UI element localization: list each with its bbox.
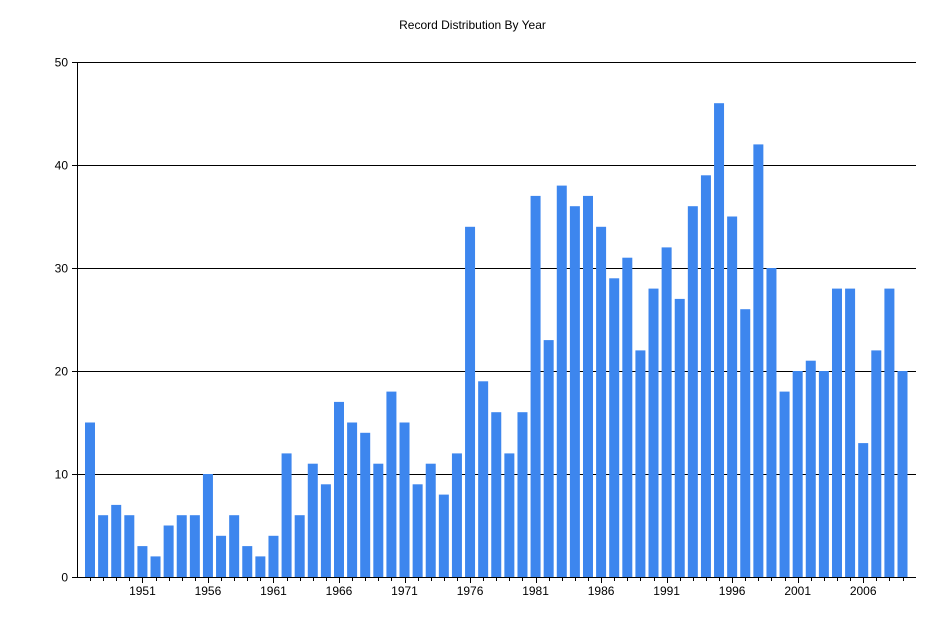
bar-1952 — [150, 556, 161, 577]
bar-1966 — [334, 401, 344, 577]
label-layer: 0 10 20 30 40 50 1951 1956 1961 1966 1971 1976 1981 1… — [55, 56, 877, 599]
bar-1993 — [687, 206, 698, 577]
bar-1962 — [281, 453, 292, 577]
bar-1956 — [202, 474, 213, 577]
bar-1974 — [438, 494, 449, 577]
x-tick-label-1986: 1986 — [588, 584, 615, 598]
x-tick-label-1961: 1961 — [260, 584, 287, 598]
bar-1973 — [425, 463, 436, 577]
bar-1968 — [360, 432, 371, 577]
bar-1996 — [727, 216, 738, 577]
bar-1984 — [569, 206, 580, 577]
bar-2004 — [831, 288, 842, 577]
bar-1969 — [373, 463, 384, 577]
bar-1976 — [465, 226, 476, 578]
bar-layer — [85, 103, 908, 578]
x-tick-label-2001: 2001 — [784, 584, 811, 598]
bar-1980 — [517, 412, 528, 577]
bar-1950 — [124, 515, 135, 577]
y-tick-label-20: 20 — [55, 365, 69, 379]
bar-1949 — [111, 504, 122, 577]
bar-2002 — [805, 360, 816, 577]
y-tick-label-40: 40 — [55, 159, 69, 173]
x-tick-label-1996: 1996 — [719, 584, 746, 598]
bar-1997 — [740, 309, 751, 577]
bar-1959 — [242, 546, 253, 577]
bar-2005 — [845, 288, 856, 577]
chart-title: Record Distribution By Year — [399, 18, 546, 32]
x-tick-label-1991: 1991 — [653, 584, 680, 598]
bar-1978 — [491, 412, 502, 577]
bar-1958 — [229, 515, 240, 577]
bar-1975 — [451, 453, 462, 577]
bar-1983 — [556, 185, 567, 577]
bar-2007 — [871, 350, 882, 577]
bar-1954 — [176, 515, 187, 577]
x-tick-label-1951: 1951 — [129, 584, 156, 598]
bar-1972 — [412, 484, 423, 577]
bar-2000 — [779, 391, 790, 577]
bar-1963 — [294, 515, 305, 577]
x-tick-label-1971: 1971 — [391, 584, 418, 598]
y-tick-label-0: 0 — [61, 571, 68, 585]
bar-1981 — [530, 195, 541, 577]
bar-1970 — [386, 391, 397, 577]
bar-1982 — [543, 340, 554, 577]
y-tick-label-30: 30 — [55, 262, 69, 276]
bar-1965 — [320, 484, 331, 577]
bar-1990 — [648, 288, 659, 577]
y-tick-label-50: 50 — [55, 56, 69, 70]
bar-1987 — [609, 278, 620, 577]
bar-1989 — [635, 350, 646, 577]
bar-1953 — [163, 525, 174, 577]
bar-1994 — [700, 175, 711, 578]
x-tick-label-1956: 1956 — [195, 584, 222, 598]
bar-1947 — [85, 422, 95, 577]
bar-1948 — [98, 515, 109, 577]
bar-1971 — [399, 422, 410, 577]
bar-2006 — [858, 443, 869, 577]
bar-2001 — [792, 371, 803, 577]
bar-1964 — [307, 463, 318, 577]
bar-1967 — [347, 422, 358, 577]
bar-1998 — [753, 144, 764, 577]
bar-2003 — [818, 371, 829, 577]
bar-1960 — [255, 556, 266, 577]
x-tick-label-1976: 1976 — [457, 584, 484, 598]
bar-1955 — [189, 515, 200, 577]
bar-1951 — [137, 546, 148, 577]
x-tick-label-1981: 1981 — [522, 584, 549, 598]
bar-2008 — [884, 288, 895, 577]
bar-1986 — [596, 226, 607, 578]
bar-1961 — [268, 535, 279, 577]
bar-1992 — [674, 298, 685, 577]
bar-1995 — [714, 103, 725, 577]
bar-1977 — [478, 381, 489, 577]
bar-1957 — [216, 535, 227, 577]
axis-layer — [72, 62, 916, 583]
x-tick-label-1966: 1966 — [326, 584, 353, 598]
x-tick-label-2006: 2006 — [850, 584, 877, 598]
bar-1979 — [504, 453, 515, 577]
bar-1999 — [766, 268, 777, 577]
bar-1991 — [661, 247, 672, 577]
bar-2009 — [897, 371, 908, 577]
y-tick-label-10: 10 — [55, 468, 69, 482]
bar-1988 — [622, 257, 633, 577]
bar-1985 — [582, 195, 593, 577]
